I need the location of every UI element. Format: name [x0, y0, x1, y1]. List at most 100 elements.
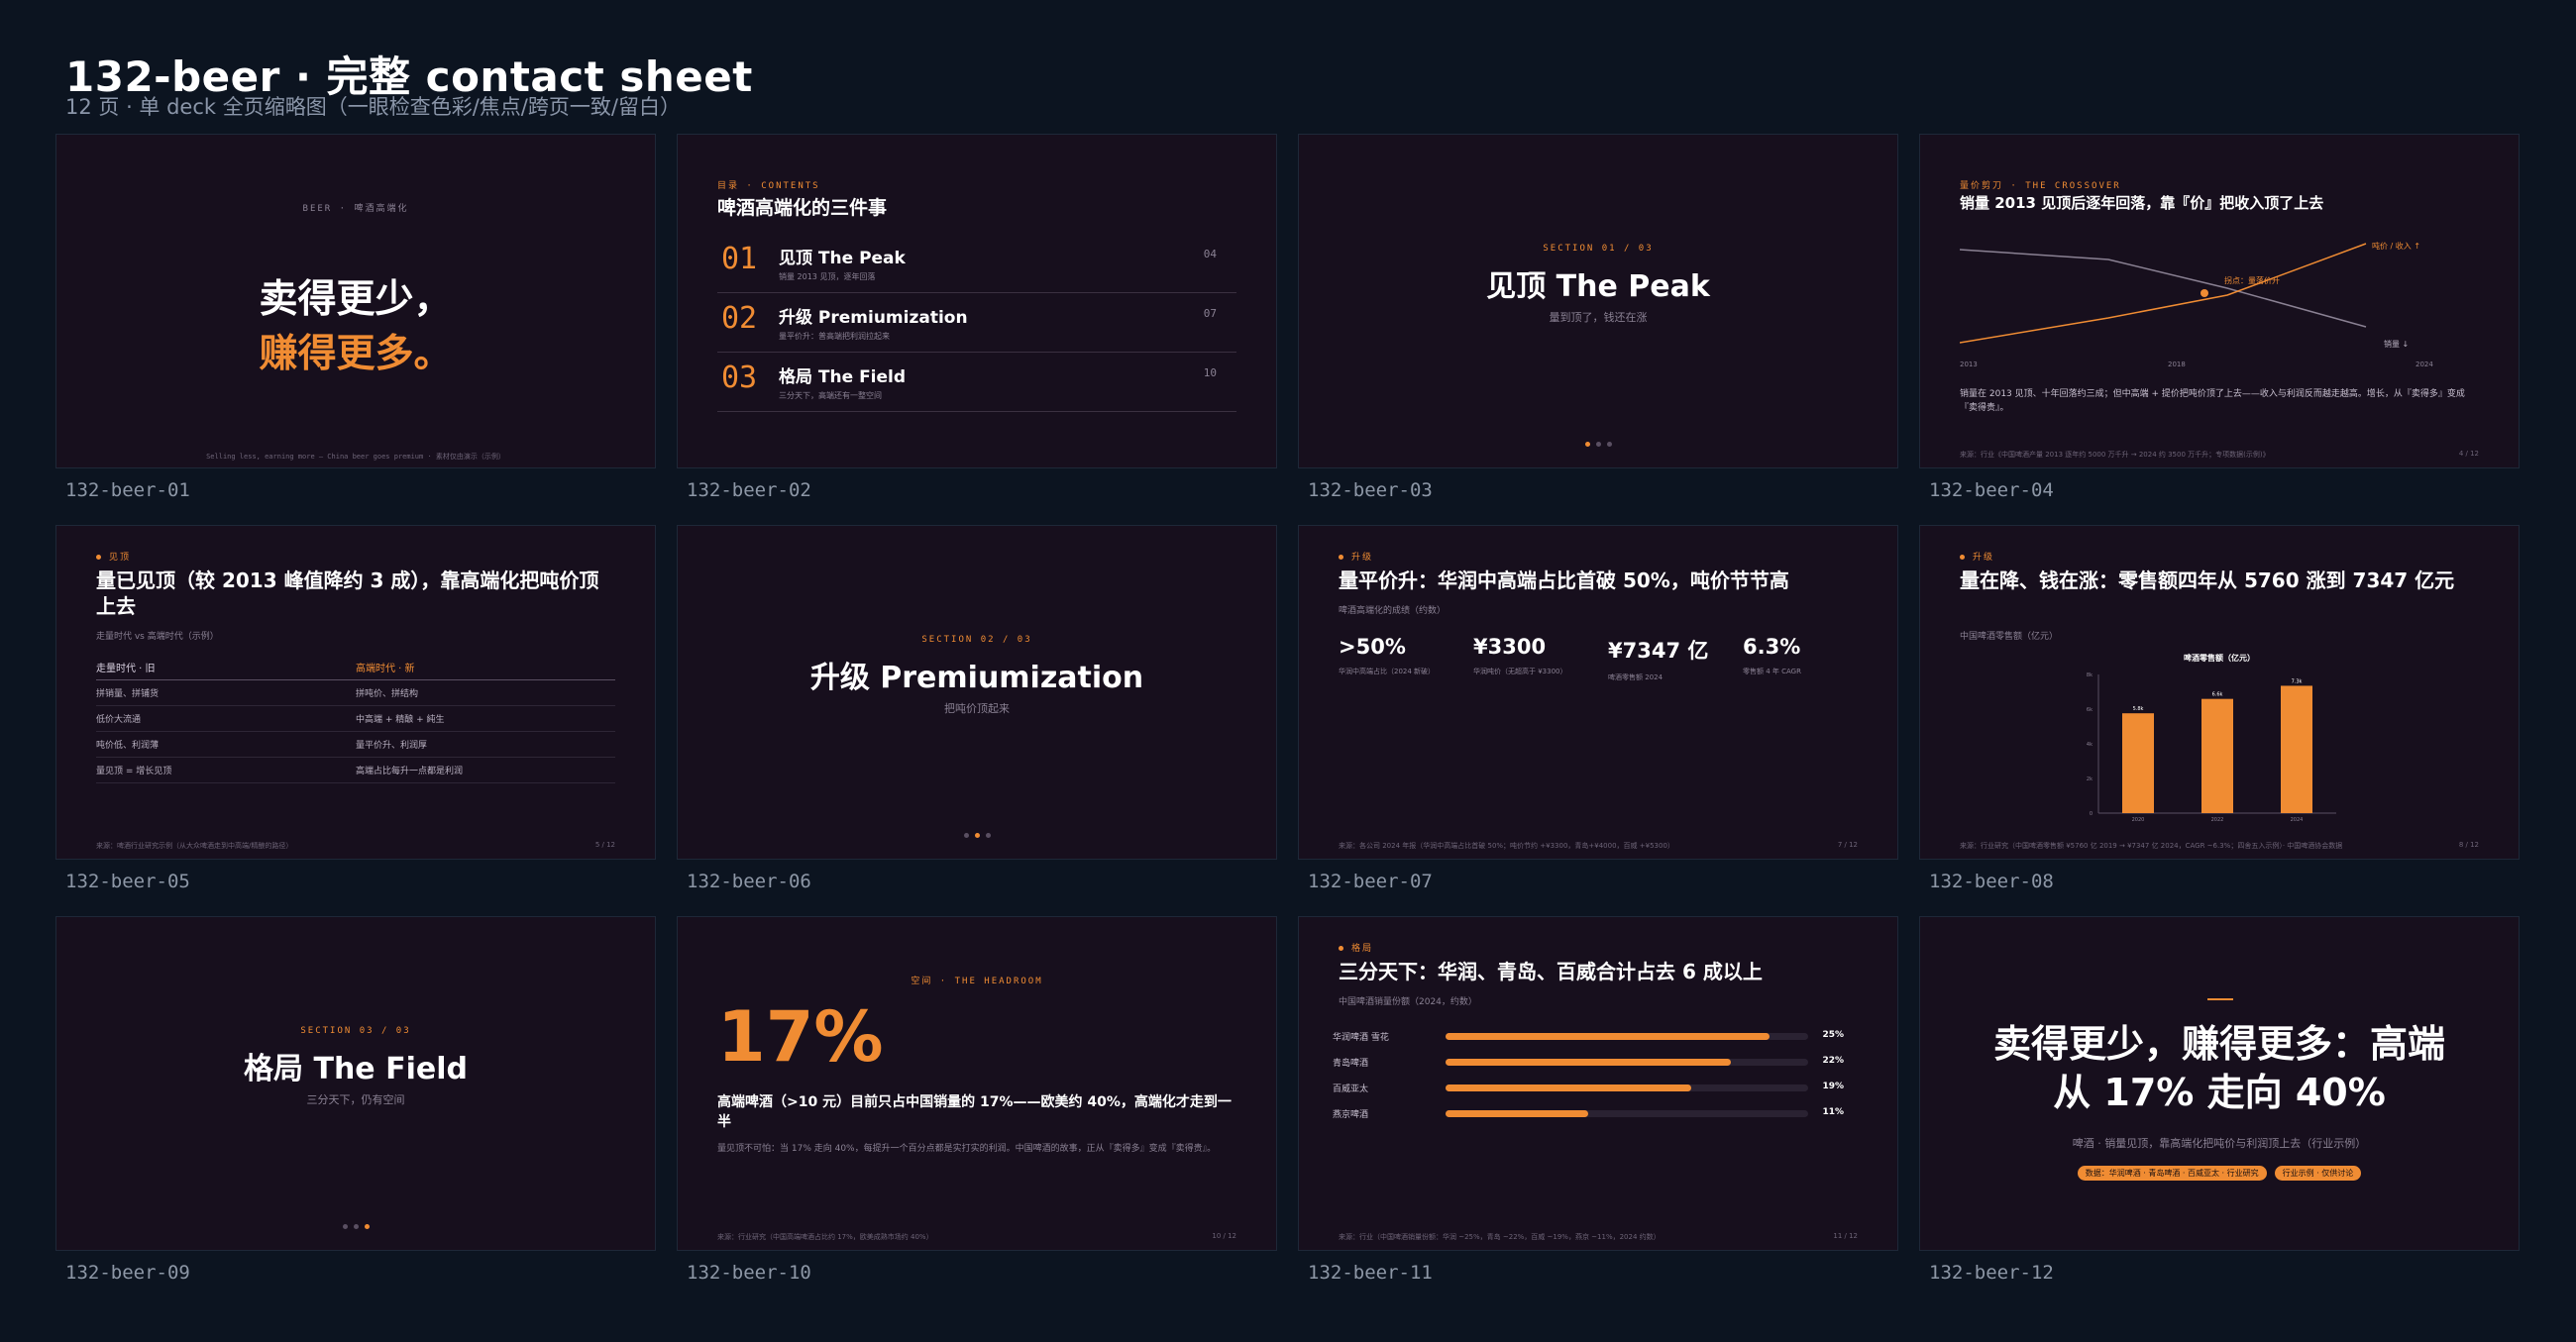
kicker-text: 见顶: [109, 553, 132, 563]
toc-title: 格局 The Field: [779, 367, 907, 387]
slide-title: 量平价升：华润中高端占比首破 50%，吨价节节高: [1339, 568, 1789, 592]
section-title: 升级 Premiumization: [809, 661, 1144, 695]
slide-title: 量在降、钱在涨：零售额四年从 5760 涨到 7347 亿元: [1960, 568, 2455, 592]
volume-legend: 销量 ↓: [2384, 340, 2410, 349]
cell: 中高端 + 精酿 + 純生: [356, 715, 445, 725]
col-header-new: 高端时代 · 新: [356, 664, 415, 674]
slide-footer: 来源：行业（中国啤酒销量份额：华润 ~25%，青岛 ~22%，百威 ~19%，燕…: [1339, 1232, 1858, 1242]
stat-label: 华润吨价（无超高于 ¥3300）: [1473, 668, 1567, 675]
stat-label: 华润中高端占比（2024 新破）: [1339, 668, 1436, 675]
big-number: 17%: [717, 996, 884, 1078]
page-number: 10 / 12: [1212, 1232, 1236, 1240]
bar: [2201, 698, 2233, 813]
slide-caption: 132-beer-04: [1929, 479, 2054, 501]
slide-thumbnail-05[interactable]: 见顶 量已见顶（较 2013 峰值降约 3 成），靠高端化把吨价顶上去 走量时代…: [55, 525, 656, 860]
toc-page: 07: [1203, 307, 1217, 320]
section-subtitle: 三分天下，仍有空间: [306, 1093, 405, 1106]
price-legend: 吨价 / 收入 ↑: [2372, 242, 2421, 251]
crossover-chart: [1960, 243, 2367, 344]
stat-value: ¥3300: [1473, 635, 1547, 659]
slide-footer: 来源：行业研究（中国啤酒零售额 ¥5760 亿 2019 → ¥7347 亿 2…: [1960, 841, 2479, 851]
source-note: 来源：啤酒行业研究示例（从大众啤酒走到中高端/精酿的路径）: [96, 842, 293, 850]
slide-kicker: 升级: [1339, 550, 1373, 563]
section-label: SECTION 03 / 03: [300, 1026, 411, 1036]
slide-caption: 132-beer-01: [65, 479, 190, 501]
x-tick-label: 2022: [2211, 817, 2224, 823]
slide-body: 销量在 2013 见顶、十年回落约三成；但中高端 + 提价把吨价顶了上去——收入…: [1960, 389, 2465, 413]
bar-value: 19%: [1822, 1082, 1844, 1091]
page-number: 11 / 12: [1833, 1232, 1858, 1240]
stat-label: 零售额 4 年 CAGR: [1743, 668, 1801, 675]
cell: 拼销量、拼铺货: [96, 689, 160, 699]
toc-page: 04: [1203, 248, 1217, 260]
section-label: SECTION 01 / 03: [1543, 244, 1654, 254]
stat-value: ¥7347 亿: [1608, 639, 1709, 663]
slide-title: 啤酒高端化的三件事: [717, 197, 888, 219]
slide-thumbnail-02[interactable]: 目录 · CONTENTS 啤酒高端化的三件事 01 见顶 The Peak 销…: [677, 134, 1277, 468]
cell: 量见顶 = 增长见顶: [96, 767, 172, 776]
slide-kicker: 目录 · CONTENTS: [717, 181, 820, 191]
toc-desc: 三分天下，高端还有一整空间: [779, 391, 882, 400]
closing-subtitle: 啤酒 · 销量见顶，靠高端化把吨价与利润顶上去（行业示例）: [2072, 1137, 2367, 1150]
col-header-old: 走量时代 · 旧: [96, 664, 156, 674]
slide-caption: 132-beer-08: [1929, 871, 2054, 892]
page-number: 7 / 12: [1837, 841, 1858, 849]
share-bar-row: 青岛啤酒 22%: [1333, 1054, 1858, 1070]
bar-fill: [1446, 1084, 1692, 1091]
slide-thumbnail-11[interactable]: 格局 三分天下：华润、青岛、百威合计占去 6 成以上 中国啤酒销量份额（2024…: [1298, 916, 1898, 1251]
bar-value-label: 6.6k: [2212, 692, 2223, 698]
page-number: 5 / 12: [594, 841, 615, 849]
cell: 量平价升、利润厚: [356, 741, 428, 751]
cell: 低价大流通: [96, 715, 142, 725]
slide-thumbnail-03[interactable]: SECTION 01 / 03 见顶 The Peak 量到顶了，钱还在涨: [1298, 134, 1898, 468]
slide-kicker: 格局: [1339, 941, 1373, 954]
slide-thumbnail-01[interactable]: BEER · 啤酒高端化 卖得更少， 赚得更多。 Selling less, e…: [55, 134, 656, 468]
bar-value-label: 7.3k: [2292, 678, 2303, 684]
table-row: 量见顶 = 增长见顶 高端占比每升一点都是利润: [96, 758, 615, 783]
slide-title: 三分天下：华润、青岛、百威合计占去 6 成以上: [1339, 960, 1763, 983]
source-note: 来源：行业研究（中国啤酒零售额 ¥5760 亿 2019 → ¥7347 亿 2…: [1960, 842, 2343, 850]
slide-caption: 132-beer-07: [1308, 871, 1433, 892]
slide-footer: Selling less, earning more — China beer …: [206, 453, 505, 461]
bar-label: 华润啤酒 雪花: [1333, 1033, 1389, 1043]
slide-thumbnail-07[interactable]: 升级 量平价升：华润中高端占比首破 50%，吨价节节高 啤酒高端化的成绩（约数）…: [1298, 525, 1898, 860]
toc-page: 10: [1203, 366, 1217, 379]
slide-kicker: 见顶: [96, 550, 131, 563]
slide-caption: 132-beer-05: [65, 871, 190, 892]
y-tick-label: 0: [2090, 811, 2093, 817]
source-tag: 行业示例 · 仅供讨论: [2274, 1166, 2362, 1181]
share-bar-row: 燕京啤酒 11%: [1333, 1105, 1858, 1121]
source-note: 来源：行业《中国啤酒产量 2013 逐年约 5000 万千升 → 2024 约 …: [1960, 451, 2270, 459]
slide-body: 量见顶不可怕：当 17% 走向 40%，每提升一个百分点都是实打实的利润。中国啤…: [717, 1144, 1217, 1154]
toc-item: 01 见顶 The Peak 销量 2013 见顶，逐年回落 04: [717, 234, 1236, 293]
section-subtitle: 把吨价顶起来: [944, 702, 1010, 715]
bar-fill: [1446, 1033, 1770, 1040]
axis-tick: 2018: [2168, 361, 2186, 368]
y-tick-label: 4k: [2087, 742, 2093, 748]
bar-fill: [1446, 1110, 1588, 1117]
slide-thumbnail-08[interactable]: 升级 量在降、钱在涨：零售额四年从 5760 涨到 7347 亿元 中国啤酒零售…: [1919, 525, 2520, 860]
stat-block: ¥7347 亿啤酒零售额 2024: [1608, 635, 1737, 682]
slide-headline-line1: 卖得更少，: [259, 277, 453, 322]
slide-footer: 来源：啤酒行业研究示例（从大众啤酒走到中高端/精酿的路径） 5 / 12: [96, 841, 615, 851]
slide-subtitle: 中国啤酒销量份额（2024，约数）: [1339, 997, 1477, 1007]
volume-line: [1960, 249, 2367, 328]
page-number: 4 / 12: [2458, 450, 2479, 458]
slide-subtitle: 啤酒高端化的成绩（约数）: [1339, 606, 1447, 616]
slide-thumbnail-12[interactable]: 卖得更少，赚得更多：高端从 17% 走向 40% 啤酒 · 销量见顶，靠高端化把…: [1919, 916, 2520, 1251]
slide-thumbnail-04[interactable]: 量价剪刀 · THE CROSSOVER 销量 2013 见顶后逐年回落，靠『价…: [1919, 134, 2520, 468]
slide-thumbnail-06[interactable]: SECTION 02 / 03 升级 Premiumization 把吨价顶起来: [677, 525, 1277, 860]
share-bar-row: 百威亚太 19%: [1333, 1080, 1858, 1095]
crossover-label: 拐点：量落价升: [2224, 276, 2280, 285]
slide-thumbnail-10[interactable]: 空间 · THE HEADROOM 17% 高端啤酒（>10 元）目前只占中国销…: [677, 916, 1277, 1251]
section-label: SECTION 02 / 03: [921, 635, 1032, 645]
accent-rule: [2207, 998, 2233, 1000]
kicker-text: 格局: [1351, 944, 1374, 954]
slide-title: 销量 2013 见顶后逐年回落，靠『价』把收入顶了上去: [1960, 194, 2324, 212]
slide-caption: 132-beer-12: [1929, 1262, 2054, 1284]
stat-value: >50%: [1339, 635, 1406, 659]
table-row: 吨价低、利润薄 量平价升、利润厚: [96, 732, 615, 758]
chart-title: 啤酒零售额（亿元）: [2184, 654, 2255, 663]
page-subtitle: 12 页 · 单 deck 全页缩略图（一眼检查色彩/焦点/跨页一致/留白）: [65, 95, 681, 119]
slide-thumbnail-09[interactable]: SECTION 03 / 03 格局 The Field 三分天下，仍有空间: [55, 916, 656, 1251]
